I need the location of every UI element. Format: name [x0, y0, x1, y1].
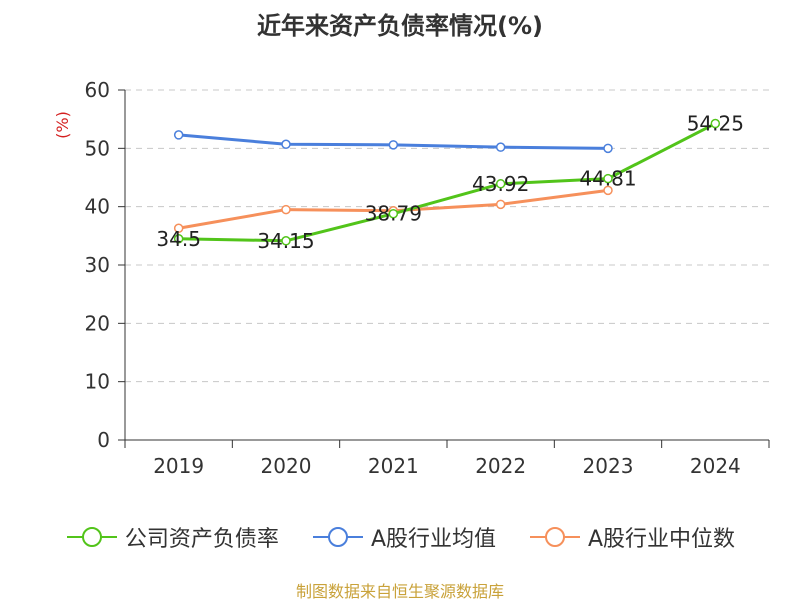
x-tick-label: 2022 — [475, 454, 526, 478]
legend-item[interactable]: 公司资产负债率 — [65, 521, 279, 553]
data-labels: 34.5 34.15 38.79 43.92 44.81 54.25 — [156, 112, 744, 253]
data-point — [281, 139, 291, 149]
data-point — [173, 223, 184, 233]
legend-item[interactable]: A股行业均值 — [311, 521, 496, 553]
legend-item[interactable]: A股行业中位数 — [528, 521, 735, 553]
data-point — [388, 140, 399, 150]
data-point — [495, 199, 506, 210]
data-label: 34.5 — [156, 227, 201, 251]
x-tick-label: 2020 — [261, 454, 312, 478]
x-tick-label: 2021 — [368, 454, 419, 478]
y-tick-label: 30 — [85, 253, 110, 277]
x-tick-label: 2023 — [583, 454, 634, 478]
legend-label: A股行业均值 — [370, 527, 496, 552]
data-label: 38.79 — [365, 202, 422, 226]
source-note: 制图数据来自恒生聚源数据库 — [295, 582, 504, 601]
data-point — [710, 118, 721, 129]
legend-label: 公司资产负债率 — [124, 527, 279, 552]
data-point — [603, 185, 613, 196]
series-line — [178, 122, 717, 243]
line-chart: 0 10 20 30 40 50 60 2019 2020 2021 2022 2023 2024 34… — [53, 78, 770, 478]
data-point — [495, 179, 506, 189]
data-point — [281, 204, 291, 215]
data-point — [603, 143, 613, 154]
legend-line-circle-icon — [530, 527, 580, 547]
y-tick-label: 40 — [85, 195, 110, 219]
x-tick-label: 2019 — [153, 454, 204, 478]
data-label: 44.81 — [579, 167, 636, 191]
legend-label: A股行业中位数 — [588, 527, 736, 552]
legend: 公司资产负债率 A股行业均值 A股行业中位数 — [0, 520, 800, 554]
data-point — [173, 234, 184, 244]
legend-line-circle-icon — [66, 527, 117, 547]
y-tick-label: 60 — [85, 78, 110, 102]
y-tick-label: 50 — [85, 136, 110, 160]
y-tick-label: 10 — [85, 370, 110, 394]
gridlines — [125, 89, 769, 383]
data-point — [603, 173, 613, 184]
chart-title: 近年来资产负债率情况(%) — [257, 12, 543, 40]
data-point — [173, 130, 184, 140]
y-axis-label: (%) — [53, 111, 72, 139]
y-tick-label: 0 — [97, 428, 110, 452]
data-label: 54.25 — [687, 112, 744, 136]
data-label: 34.15 — [257, 229, 314, 253]
series-lines — [173, 118, 721, 246]
axes: 0 10 20 30 40 50 60 2019 2020 2021 2022 2023 2024 — [85, 78, 770, 478]
data-point — [281, 236, 291, 246]
legend-line-circle-icon — [312, 527, 363, 547]
data-point — [495, 142, 506, 152]
x-tick-label: 2024 — [690, 454, 741, 478]
data-label: 43.92 — [472, 172, 529, 196]
y-tick-label: 20 — [85, 311, 110, 335]
data-point — [388, 208, 399, 219]
